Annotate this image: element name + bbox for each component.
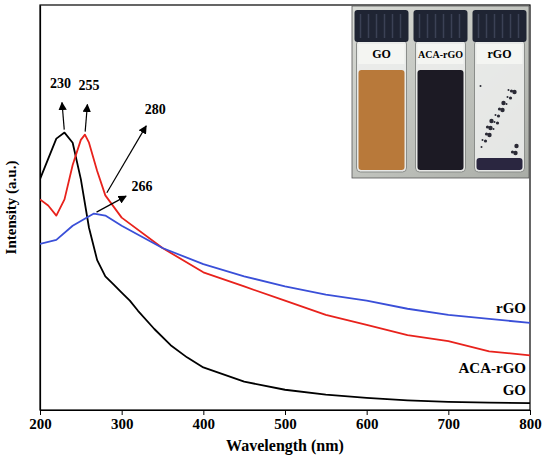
vial-cap-ridge bbox=[510, 14, 512, 38]
annotation-arrow bbox=[85, 105, 87, 132]
vial-speck bbox=[489, 119, 493, 123]
vial-speck bbox=[485, 132, 488, 135]
x-tick-label: 400 bbox=[193, 416, 216, 432]
x-tick-label: 200 bbox=[29, 416, 52, 432]
series-line bbox=[40, 214, 530, 323]
series-label: rGO bbox=[496, 300, 526, 316]
x-tick-mark bbox=[40, 410, 41, 415]
vial-cap-ridge bbox=[459, 14, 461, 38]
annotation-arrow bbox=[97, 196, 127, 212]
x-tick: 600 bbox=[356, 410, 379, 432]
vial-speck bbox=[481, 146, 483, 148]
x-tick-mark bbox=[122, 410, 123, 415]
vial-cap-ridge bbox=[451, 14, 453, 38]
series-label: GO bbox=[503, 382, 526, 398]
vial-cap bbox=[473, 10, 527, 42]
vial-speck bbox=[506, 103, 508, 105]
annotation-arrow bbox=[62, 103, 64, 130]
vial-cap-ridge bbox=[376, 14, 378, 38]
vial-speck bbox=[496, 121, 499, 124]
x-tick: 800 bbox=[519, 410, 542, 432]
vial-speck bbox=[494, 121, 496, 123]
vial-speck bbox=[486, 125, 489, 128]
x-tick: 400 bbox=[193, 410, 216, 432]
vial-label: GO bbox=[372, 47, 391, 61]
vial-cap bbox=[355, 10, 409, 42]
vial: rGO bbox=[473, 10, 527, 172]
annotation-label: 230 bbox=[50, 76, 71, 91]
x-tick-mark bbox=[530, 410, 531, 415]
vial-cap-ridge bbox=[494, 14, 496, 38]
vial-glass bbox=[475, 40, 525, 172]
series-label: ACA-rGO bbox=[459, 360, 527, 376]
vial-cap-ridge bbox=[478, 14, 480, 38]
annotation-label: 255 bbox=[78, 78, 99, 93]
vial-cap-ridge bbox=[419, 14, 421, 38]
vial-sediment bbox=[477, 158, 523, 170]
vial-speck bbox=[509, 96, 512, 99]
vial-speck bbox=[510, 89, 513, 92]
inset-background bbox=[352, 6, 529, 178]
vial-label: rGO bbox=[488, 47, 512, 61]
x-axis: 200 300 400 500 600 700 800 bbox=[29, 410, 542, 432]
vial-label-ground bbox=[477, 44, 523, 64]
chart-svg: 200 300 400 500 600 700 800 Wavelength (nm) Inte… bbox=[0, 0, 552, 458]
vial-speck bbox=[480, 85, 482, 87]
vial-label-ground bbox=[418, 44, 464, 64]
vial-liquid bbox=[359, 70, 405, 170]
vial-cap bbox=[414, 10, 468, 42]
x-tick-label: 600 bbox=[356, 416, 379, 432]
vial-cap-ridge bbox=[368, 14, 370, 38]
vial-speck bbox=[511, 150, 514, 153]
vial-glass bbox=[416, 40, 466, 172]
vial-cap-ridge bbox=[486, 14, 488, 38]
vial-speck bbox=[514, 144, 518, 148]
x-axis-title: Wavelength (nm) bbox=[226, 437, 344, 455]
vial-cap-ridge bbox=[427, 14, 429, 38]
vial-label-ground bbox=[359, 44, 405, 64]
vial-glass bbox=[357, 40, 407, 172]
vial-cap-ridge bbox=[384, 14, 386, 38]
vial-speck bbox=[498, 107, 501, 110]
x-tick-label: 300 bbox=[111, 416, 133, 432]
vial-speck bbox=[507, 96, 509, 98]
plot-frame bbox=[40, 5, 530, 410]
vial-speck bbox=[484, 139, 487, 142]
vial-cap-ridge bbox=[518, 14, 520, 38]
inset: GO ACA-rGO rGO bbox=[352, 6, 529, 178]
x-tick: 700 bbox=[438, 410, 461, 432]
vial-cap-ridge bbox=[502, 14, 504, 38]
chart-container: 200 300 400 500 600 700 800 Wavelength (nm) Inte… bbox=[0, 0, 552, 458]
annotation-label: 280 bbox=[145, 102, 166, 117]
vial-speck bbox=[493, 128, 495, 130]
y-axis bbox=[40, 6, 41, 411]
vial-cap-ridge bbox=[443, 14, 445, 38]
vial-label: ACA-rGO bbox=[418, 49, 463, 60]
x-tick: 300 bbox=[111, 410, 133, 432]
vial-cap-ridge bbox=[392, 14, 394, 38]
vial-speck bbox=[501, 101, 505, 105]
x-tick-mark bbox=[367, 410, 368, 415]
x-tick-mark bbox=[448, 410, 449, 415]
x-tick-label: 700 bbox=[438, 416, 461, 432]
vial-speck bbox=[482, 139, 484, 141]
x-tick-mark bbox=[285, 410, 286, 415]
vial-speck bbox=[508, 89, 510, 91]
vial-cap-ridge bbox=[435, 14, 437, 38]
x-tick: 500 bbox=[274, 410, 297, 432]
x-tick-label: 800 bbox=[519, 416, 542, 432]
vial-speck bbox=[497, 114, 500, 117]
y-axis-title: Intensity (a.u.) bbox=[3, 161, 20, 255]
vial-speck bbox=[495, 114, 497, 116]
x-tick-label: 500 bbox=[274, 416, 297, 432]
annotation-label: 266 bbox=[131, 179, 152, 194]
vial-cap-ridge bbox=[360, 14, 362, 38]
x-tick: 200 bbox=[29, 410, 52, 432]
y-axis-line bbox=[40, 6, 41, 411]
vial-cap-ridge bbox=[400, 14, 402, 38]
x-tick-mark bbox=[203, 410, 204, 415]
vial-liquid bbox=[418, 70, 464, 170]
vial: ACA-rGO bbox=[414, 10, 468, 172]
vial: GO bbox=[355, 10, 409, 172]
